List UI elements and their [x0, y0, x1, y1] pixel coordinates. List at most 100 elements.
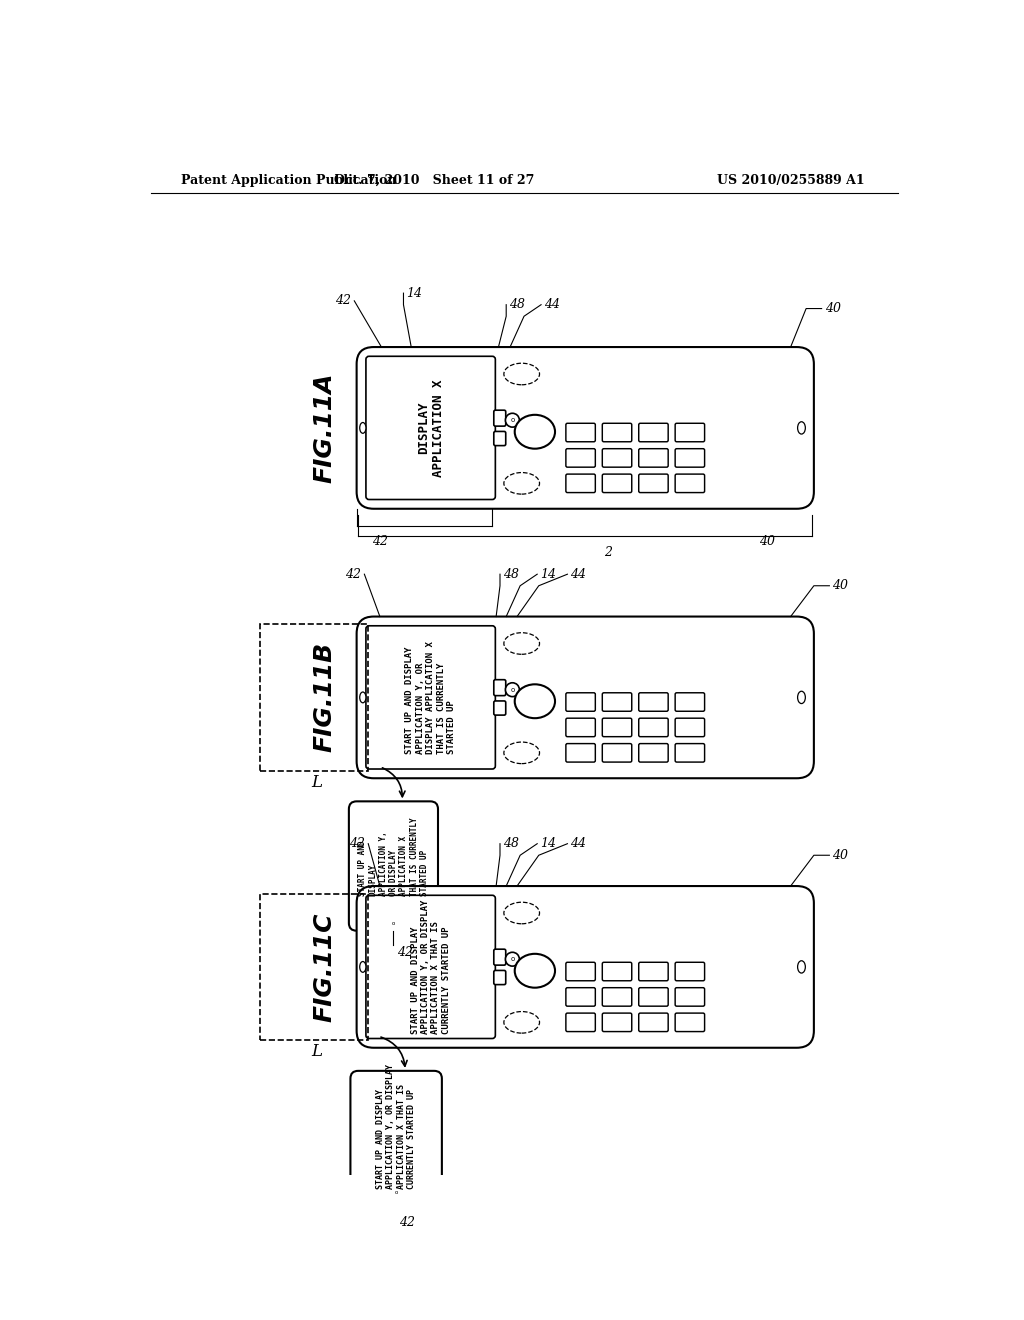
FancyBboxPatch shape — [639, 1014, 669, 1032]
FancyBboxPatch shape — [639, 449, 669, 467]
Text: o: o — [510, 686, 514, 693]
Text: 2: 2 — [604, 545, 612, 558]
Text: 14: 14 — [541, 837, 556, 850]
FancyBboxPatch shape — [602, 474, 632, 492]
FancyBboxPatch shape — [494, 680, 506, 696]
FancyBboxPatch shape — [639, 474, 669, 492]
Text: 42: 42 — [372, 535, 388, 548]
Ellipse shape — [359, 961, 366, 973]
FancyBboxPatch shape — [494, 701, 506, 715]
FancyBboxPatch shape — [639, 962, 669, 981]
Text: 42: 42 — [399, 1216, 416, 1229]
Ellipse shape — [515, 954, 555, 987]
Text: 44: 44 — [570, 568, 587, 581]
Text: 40: 40 — [760, 535, 775, 548]
Text: 44: 44 — [544, 298, 560, 312]
FancyBboxPatch shape — [602, 987, 632, 1006]
FancyBboxPatch shape — [366, 356, 496, 499]
FancyBboxPatch shape — [566, 962, 595, 981]
FancyBboxPatch shape — [675, 962, 705, 981]
Text: o: o — [394, 1191, 398, 1195]
Text: 40: 40 — [833, 579, 849, 593]
FancyBboxPatch shape — [675, 743, 705, 762]
FancyBboxPatch shape — [366, 895, 496, 1039]
FancyBboxPatch shape — [494, 970, 506, 985]
Text: 42: 42 — [349, 837, 366, 850]
Text: L: L — [311, 774, 322, 791]
FancyBboxPatch shape — [356, 886, 814, 1048]
FancyBboxPatch shape — [602, 743, 632, 762]
Text: 44: 44 — [570, 837, 587, 850]
Text: START UP AND DISPLAY
APPLICATION Y, OR DISPLAY
APPLICATION X THAT IS
CURRENTLY S: START UP AND DISPLAY APPLICATION Y, OR D… — [376, 1064, 416, 1189]
Ellipse shape — [515, 684, 555, 718]
FancyBboxPatch shape — [639, 718, 669, 737]
FancyBboxPatch shape — [494, 411, 506, 426]
Text: 48: 48 — [503, 837, 519, 850]
Bar — [260, 624, 369, 771]
FancyBboxPatch shape — [566, 424, 595, 442]
Text: 14: 14 — [541, 568, 556, 581]
Text: 40: 40 — [824, 302, 841, 315]
FancyBboxPatch shape — [675, 987, 705, 1006]
Text: START UP AND DISPLAY
APPLICATION Y, OR
DISPLAY APPLICATION X
THAT IS CURRENTLY
S: START UP AND DISPLAY APPLICATION Y, OR D… — [406, 642, 456, 754]
FancyBboxPatch shape — [602, 693, 632, 711]
Text: 42: 42 — [335, 294, 351, 308]
FancyBboxPatch shape — [566, 693, 595, 711]
FancyBboxPatch shape — [350, 1071, 442, 1200]
Circle shape — [506, 952, 519, 966]
Bar — [260, 894, 369, 1040]
FancyBboxPatch shape — [639, 743, 669, 762]
FancyBboxPatch shape — [602, 424, 632, 442]
FancyBboxPatch shape — [349, 801, 438, 931]
Text: o: o — [392, 920, 395, 925]
Ellipse shape — [359, 422, 366, 433]
Text: o: o — [510, 417, 514, 424]
FancyBboxPatch shape — [366, 626, 496, 770]
Ellipse shape — [798, 961, 805, 973]
Text: FIG.11C: FIG.11C — [312, 912, 337, 1022]
Text: Patent Application Publication: Patent Application Publication — [180, 174, 396, 187]
FancyBboxPatch shape — [494, 949, 506, 965]
FancyBboxPatch shape — [675, 1014, 705, 1032]
Text: START UP AND DISPLAY
APPLICATION Y, OR DISPLAY
APPLICATION X THAT IS
CURRENTLY S: START UP AND DISPLAY APPLICATION Y, OR D… — [411, 900, 451, 1034]
Ellipse shape — [359, 692, 366, 702]
Text: Oct. 7, 2010   Sheet 11 of 27: Oct. 7, 2010 Sheet 11 of 27 — [334, 174, 535, 187]
Text: 40: 40 — [833, 849, 849, 862]
Text: US 2010/0255889 A1: US 2010/0255889 A1 — [717, 174, 864, 187]
Text: DISPLAY
APPLICATION X: DISPLAY APPLICATION X — [417, 379, 444, 477]
FancyBboxPatch shape — [356, 347, 814, 508]
Text: L: L — [311, 1043, 322, 1060]
Ellipse shape — [798, 422, 805, 434]
Ellipse shape — [798, 692, 805, 704]
FancyBboxPatch shape — [566, 987, 595, 1006]
FancyBboxPatch shape — [639, 424, 669, 442]
Text: START UP AND
DISPLAY
APPLICATION Y,
OR DISPLAY
APPLICATION X
THAT IS CURRENTLY
S: START UP AND DISPLAY APPLICATION Y, OR D… — [357, 817, 429, 896]
FancyBboxPatch shape — [494, 432, 506, 446]
FancyBboxPatch shape — [566, 1014, 595, 1032]
Circle shape — [390, 1187, 402, 1199]
Text: 48: 48 — [509, 298, 525, 312]
FancyBboxPatch shape — [602, 449, 632, 467]
FancyBboxPatch shape — [675, 693, 705, 711]
Text: 42: 42 — [396, 946, 413, 960]
Ellipse shape — [515, 414, 555, 449]
FancyBboxPatch shape — [566, 743, 595, 762]
Text: 14: 14 — [407, 286, 423, 300]
FancyBboxPatch shape — [602, 1014, 632, 1032]
Circle shape — [506, 682, 519, 697]
FancyBboxPatch shape — [602, 718, 632, 737]
FancyBboxPatch shape — [602, 962, 632, 981]
Text: FIG.11B: FIG.11B — [312, 643, 337, 752]
FancyBboxPatch shape — [675, 474, 705, 492]
Text: o: o — [510, 956, 514, 962]
Text: 48: 48 — [503, 568, 519, 581]
FancyBboxPatch shape — [566, 718, 595, 737]
FancyBboxPatch shape — [675, 718, 705, 737]
Circle shape — [506, 413, 519, 428]
Text: 42: 42 — [345, 568, 361, 581]
FancyBboxPatch shape — [675, 449, 705, 467]
FancyBboxPatch shape — [566, 474, 595, 492]
Text: FIG.11A: FIG.11A — [312, 372, 337, 483]
FancyBboxPatch shape — [639, 987, 669, 1006]
FancyBboxPatch shape — [356, 616, 814, 779]
